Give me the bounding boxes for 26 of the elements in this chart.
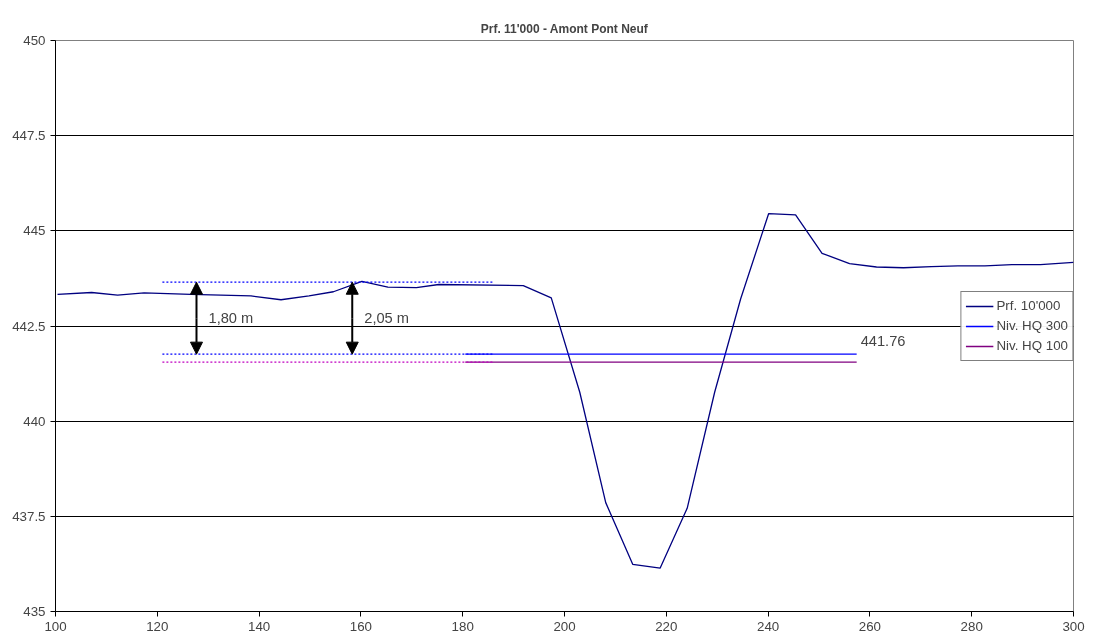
x-tick-label: 120 — [146, 618, 169, 634]
x-tick-label: 220 — [655, 618, 678, 634]
line-series — [56, 213, 1074, 569]
x-tick-label: 200 — [553, 618, 576, 634]
x-tick-label: 160 — [349, 618, 373, 634]
x-tick-label: 300 — [1062, 618, 1085, 634]
x-tick-label: 280 — [960, 618, 983, 634]
x-tick-label: 140 — [247, 618, 271, 634]
y-tick-label: 447.5 — [12, 128, 46, 144]
legend-label: Prf. 10'000 — [996, 298, 1061, 313]
y-tick-label: 442.5 — [12, 318, 46, 334]
legend-label: Niv. HQ 300 — [996, 318, 1068, 333]
chart-title: Prf. 11'000 - Amont Pont Neuf — [480, 21, 649, 36]
x-tick-label: 180 — [451, 618, 474, 634]
y-tick-label: 437.5 — [12, 508, 46, 524]
y-tick-label: 450 — [23, 33, 46, 48]
x-tick-label: 100 — [44, 618, 67, 634]
x-tick-label: 240 — [756, 618, 780, 634]
y-tick-label: 445 — [23, 223, 46, 239]
y-tick-label: 440 — [23, 413, 46, 429]
data-label: 441.76 — [860, 333, 906, 350]
legend-label: Niv. HQ 100 — [996, 338, 1068, 353]
annotation: 2,05 m — [364, 310, 410, 327]
annotation: 1,80 m — [208, 310, 254, 327]
y-tick-label: 435 — [23, 604, 46, 619]
x-tick-label: 260 — [858, 618, 882, 634]
